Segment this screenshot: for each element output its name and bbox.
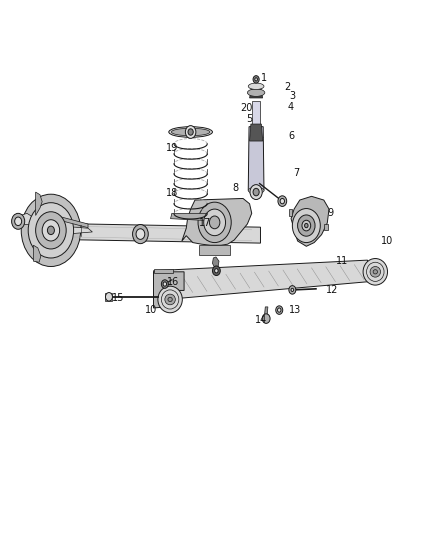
Circle shape (292, 208, 320, 243)
Circle shape (198, 202, 231, 243)
Polygon shape (182, 198, 252, 245)
Polygon shape (57, 216, 88, 228)
Ellipse shape (168, 297, 172, 302)
Polygon shape (265, 307, 268, 317)
Text: 18: 18 (166, 188, 178, 198)
Circle shape (304, 223, 308, 228)
Circle shape (188, 129, 193, 135)
Text: 20: 20 (240, 103, 252, 113)
Polygon shape (248, 127, 264, 190)
Circle shape (255, 78, 258, 81)
Circle shape (185, 126, 196, 139)
Circle shape (21, 194, 81, 266)
Ellipse shape (367, 262, 384, 281)
Circle shape (14, 217, 21, 225)
Circle shape (161, 280, 168, 288)
Circle shape (297, 215, 315, 236)
Ellipse shape (161, 290, 179, 309)
Circle shape (278, 308, 281, 312)
Polygon shape (289, 209, 292, 216)
Text: 2: 2 (285, 82, 291, 92)
Polygon shape (33, 245, 41, 262)
Circle shape (280, 198, 285, 204)
Text: 10: 10 (145, 305, 157, 315)
Circle shape (250, 184, 262, 199)
Circle shape (106, 293, 113, 301)
Text: 14: 14 (255, 314, 268, 325)
Circle shape (212, 266, 220, 276)
Circle shape (12, 213, 25, 229)
Polygon shape (68, 227, 92, 233)
Circle shape (302, 220, 311, 231)
Text: 11: 11 (336, 256, 348, 266)
Polygon shape (153, 272, 184, 308)
Circle shape (163, 282, 166, 286)
Polygon shape (250, 124, 263, 141)
Text: 5: 5 (246, 114, 252, 124)
Text: 4: 4 (288, 102, 294, 112)
Polygon shape (106, 293, 112, 301)
Text: 1: 1 (261, 73, 267, 83)
Circle shape (276, 306, 283, 314)
Ellipse shape (158, 286, 182, 313)
Circle shape (133, 224, 148, 244)
Circle shape (262, 314, 270, 324)
Text: 12: 12 (326, 286, 338, 295)
Circle shape (209, 216, 220, 229)
Polygon shape (252, 101, 260, 127)
Text: 8: 8 (232, 183, 238, 193)
Text: 13: 13 (289, 305, 301, 315)
Ellipse shape (248, 187, 264, 193)
Circle shape (42, 220, 60, 241)
Ellipse shape (247, 89, 265, 96)
Text: 9: 9 (327, 208, 333, 219)
Polygon shape (170, 213, 211, 221)
Text: 10: 10 (381, 236, 394, 246)
Ellipse shape (169, 127, 212, 138)
Ellipse shape (248, 83, 264, 90)
Polygon shape (324, 224, 328, 230)
Polygon shape (154, 269, 173, 273)
Circle shape (289, 286, 296, 294)
Text: 3: 3 (289, 91, 295, 101)
Circle shape (253, 188, 259, 196)
Polygon shape (199, 245, 230, 255)
Circle shape (278, 196, 287, 206)
Polygon shape (35, 192, 42, 215)
Ellipse shape (363, 259, 388, 285)
Text: 7: 7 (293, 168, 300, 178)
Polygon shape (250, 86, 263, 98)
Ellipse shape (373, 270, 378, 274)
Text: 19: 19 (166, 143, 178, 154)
Ellipse shape (165, 294, 175, 305)
Circle shape (215, 269, 218, 273)
Circle shape (204, 209, 226, 236)
Polygon shape (153, 260, 372, 300)
Circle shape (35, 212, 66, 249)
Circle shape (291, 288, 293, 292)
Ellipse shape (370, 266, 381, 277)
Polygon shape (19, 213, 35, 225)
Polygon shape (291, 196, 329, 246)
Text: 16: 16 (166, 278, 179, 287)
Circle shape (253, 76, 259, 83)
Circle shape (136, 229, 145, 239)
Circle shape (47, 226, 54, 235)
Ellipse shape (171, 128, 210, 136)
Text: 15: 15 (112, 293, 124, 303)
Text: 17: 17 (199, 218, 212, 228)
Circle shape (28, 203, 74, 258)
Polygon shape (212, 257, 219, 268)
Text: 6: 6 (289, 131, 295, 141)
Polygon shape (25, 223, 261, 243)
